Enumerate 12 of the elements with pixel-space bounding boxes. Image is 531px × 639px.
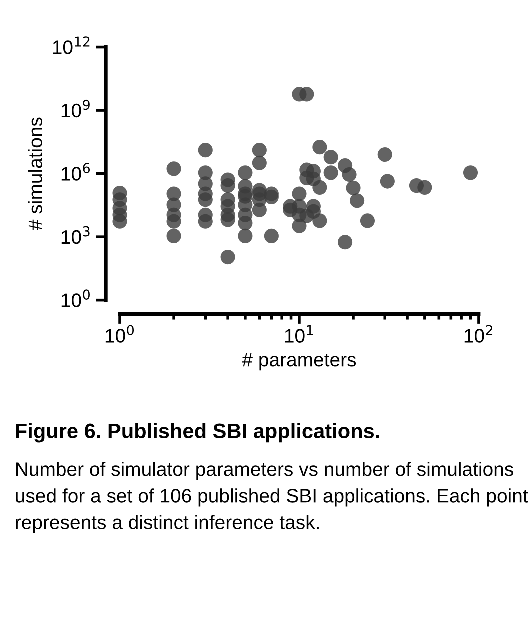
text: Figure 6. Published SBI applications. (16, 423, 380, 443)
x-tick-label: 10$^{0}$ (106, 325, 134, 343)
y-tick-label: 10$^{0}$ (62, 290, 90, 308)
x-axis-title: # parameters (242, 353, 356, 371)
y-tick-label: 10$^{6}$ (62, 163, 90, 181)
y-tick-label: 10$^{9}$ (62, 100, 90, 118)
text: Number of simulator parameters vs number of simulations used for a set of 106 published SBI applications. Each point represents a distinct inference task. (16, 462, 528, 534)
x-tick-label: 10$^{1}$ (285, 325, 314, 343)
y-tick-label: 10$^{12}$ (53, 36, 90, 54)
y-axis-title: # simulations (28, 118, 42, 230)
x-tick-label: 10$^{2}$ (464, 325, 493, 343)
y-tick-label: 10$^{3}$ (62, 226, 90, 244)
